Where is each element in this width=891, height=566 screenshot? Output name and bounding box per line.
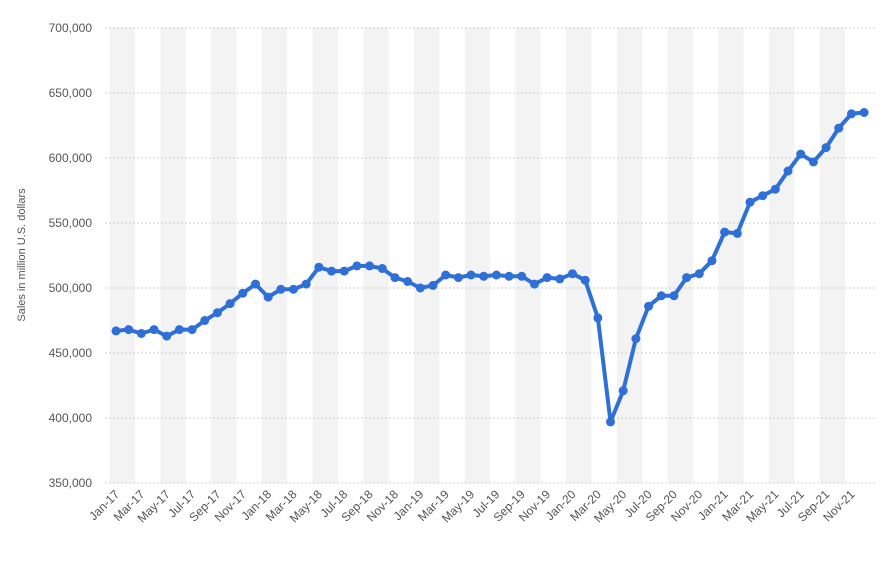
point: [846, 109, 856, 119]
y-tick-label: 350,000: [49, 476, 93, 490]
point: [770, 184, 780, 194]
stripe: [312, 28, 338, 483]
point: [567, 269, 577, 279]
point: [339, 266, 349, 276]
point: [631, 334, 641, 344]
point: [720, 227, 730, 237]
point: [580, 275, 590, 285]
point: [644, 301, 654, 311]
point: [504, 271, 514, 281]
point: [200, 316, 210, 325]
stripe: [413, 28, 440, 483]
point: [238, 288, 248, 298]
point: [263, 292, 273, 302]
point: [276, 284, 286, 294]
stripe: [211, 28, 237, 483]
point: [694, 269, 704, 279]
point: [390, 273, 400, 283]
point: [225, 299, 235, 309]
y-axis-label: Sales in million U.S. dollars: [16, 188, 28, 322]
point: [821, 143, 831, 153]
stripe: [363, 28, 389, 483]
stripe: [667, 28, 693, 483]
point: [428, 280, 438, 290]
point: [250, 279, 260, 289]
y-tick-label: 650,000: [49, 86, 93, 100]
point: [555, 274, 565, 284]
point: [517, 271, 527, 281]
stripe: [718, 28, 744, 483]
point: [124, 325, 134, 335]
point: [542, 273, 552, 283]
y-tick-label: 700,000: [49, 21, 93, 35]
point: [111, 326, 121, 336]
stripe: [819, 28, 846, 483]
point: [732, 228, 742, 238]
stripe: [261, 28, 288, 483]
point: [606, 417, 616, 427]
point: [365, 261, 375, 271]
stripe: [515, 28, 541, 483]
point: [327, 266, 337, 276]
y-tick-label: 450,000: [49, 346, 93, 360]
stripe: [769, 28, 795, 483]
y-tick-label: 500,000: [49, 281, 93, 295]
point: [656, 291, 666, 301]
point: [808, 157, 818, 167]
point: [314, 262, 324, 272]
point: [618, 386, 628, 396]
point: [859, 108, 869, 117]
point: [707, 256, 717, 266]
stripe: [109, 28, 136, 483]
point: [466, 270, 476, 280]
point: [758, 191, 768, 201]
stripe: [616, 28, 643, 483]
point: [834, 123, 844, 133]
plot-background: [109, 28, 846, 483]
point: [352, 261, 362, 271]
stripe: [566, 28, 592, 483]
point: [682, 273, 692, 283]
point: [453, 273, 463, 283]
point: [136, 329, 146, 338]
point: [162, 331, 172, 341]
point: [479, 271, 489, 281]
y-tick-label: 400,000: [49, 411, 93, 425]
point: [301, 279, 311, 289]
point: [149, 325, 159, 335]
point: [415, 283, 425, 293]
stripe: [464, 28, 491, 483]
point: [441, 270, 451, 280]
point: [289, 284, 299, 294]
point: [174, 325, 184, 335]
stripe: [160, 28, 186, 483]
point: [377, 264, 387, 273]
point: [745, 197, 755, 207]
point: [669, 291, 679, 301]
point: [796, 149, 806, 159]
point: [593, 313, 603, 323]
point: [491, 270, 501, 280]
point: [187, 325, 197, 335]
y-tick-label: 550,000: [49, 216, 93, 230]
point: [212, 308, 222, 318]
y-tick-label: 600,000: [49, 151, 93, 165]
point: [529, 279, 539, 289]
point: [403, 277, 413, 286]
point: [783, 166, 793, 176]
